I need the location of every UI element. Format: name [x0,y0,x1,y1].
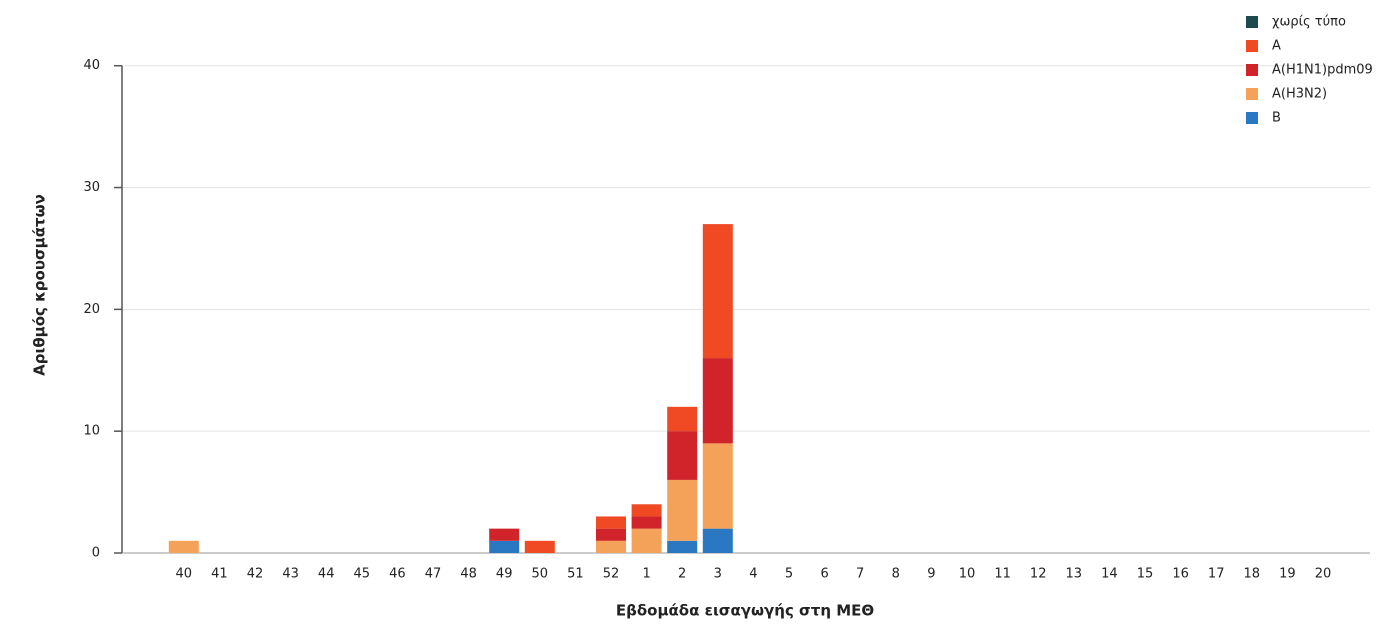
y-tick-label: 20 [83,302,100,317]
bar-segment [667,479,698,541]
bar-segment [524,540,555,553]
bar-segment [667,540,698,553]
x-tick-label: 16 [1172,567,1189,582]
x-axis-title: Εβδομάδα εισαγωγής στη ΜΕΘ [616,602,874,620]
x-tick-label: 15 [1137,567,1154,582]
y-tick-label: 30 [83,180,100,195]
legend-label: A(H3N2) [1272,87,1327,102]
x-tick-label: 2 [678,567,686,582]
bar-segment [631,516,662,529]
x-tick-label: 11 [994,567,1011,582]
bar-segment [667,431,698,480]
x-tick-label: 49 [496,567,513,582]
x-tick-label: 52 [603,567,620,582]
y-tick-label: 40 [83,58,100,73]
x-tick-label: 48 [460,567,477,582]
x-tick-label: 4 [749,567,757,582]
bar-segment [631,528,662,553]
x-tick-label: 50 [532,567,549,582]
x-tick-label: 47 [425,567,442,582]
bar-segment [596,516,626,529]
x-tick-label: 13 [1066,567,1083,582]
bar-segment [702,443,733,529]
bar-segment [702,528,733,553]
legend-label: B [1272,111,1281,126]
legend-label: A(H1N1)pdm09 [1272,63,1373,78]
bar-segment [489,540,520,553]
legend-label: A [1272,39,1281,54]
bar-segment [168,540,199,553]
x-tick-label: 51 [567,567,584,582]
bar-segment [702,358,733,444]
y-axis-title: Αριθμός κρουσμάτων [31,194,49,376]
x-tick-label: 41 [211,567,228,582]
x-tick-label: 17 [1208,567,1225,582]
x-tick-label: 5 [785,567,793,582]
x-tick-label: 1 [642,567,650,582]
bar-segment [667,406,698,432]
legend-swatch [1246,64,1258,76]
x-tick-label: 8 [892,567,900,582]
legend-label: χωρίς τύπο [1272,15,1346,30]
x-tick-label: 46 [389,567,406,582]
x-tick-label: 43 [282,567,299,582]
bar-segment [489,528,520,541]
x-tick-label: 12 [1030,567,1047,582]
x-tick-label: 7 [856,567,864,582]
bar-segment [702,224,733,359]
y-tick-label: 10 [83,424,100,439]
bar-segment [631,504,662,517]
legend-swatch [1246,112,1258,124]
bar-segment [596,528,626,541]
legend-swatch [1246,40,1258,52]
x-tick-label: 44 [318,567,335,582]
y-tick-label: 0 [92,546,100,561]
x-tick-label: 10 [959,567,976,582]
x-tick-label: 42 [247,567,264,582]
x-tick-label: 45 [354,567,371,582]
x-tick-label: 19 [1279,567,1296,582]
legend-swatch [1246,16,1258,28]
bar-segment [596,540,626,553]
x-tick-label: 3 [714,567,722,582]
x-tick-label: 40 [176,567,193,582]
x-tick-label: 9 [927,567,935,582]
x-tick-label: 6 [820,567,828,582]
x-tick-label: 18 [1244,567,1261,582]
x-tick-label: 14 [1101,567,1118,582]
x-tick-label: 20 [1315,567,1332,582]
legend-swatch [1246,88,1258,100]
